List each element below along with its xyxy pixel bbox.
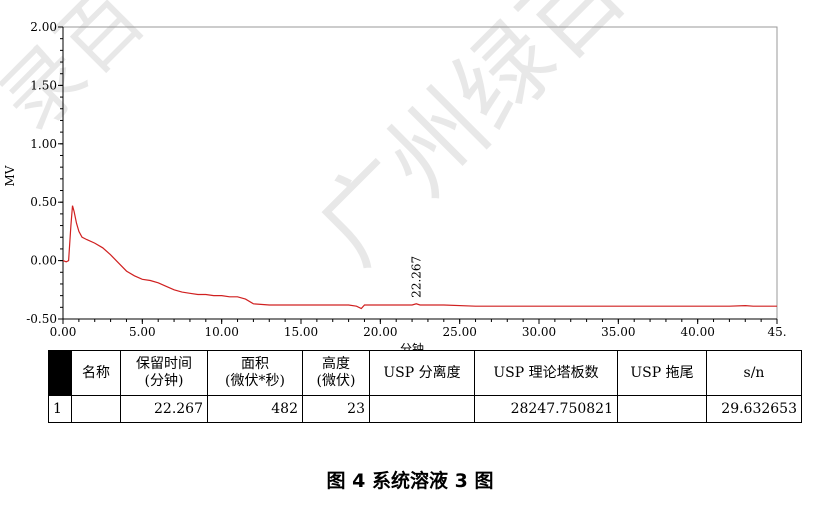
cell-height: 23 [302,395,370,423]
chromatogram-line [62,205,777,310]
col-header-sn: s/n [706,350,802,396]
x-tick-label: 25.00 [442,325,476,339]
y-tick-label: 2.00 [30,20,57,34]
y-axis: 2.00 1.50 1.00 0.50 0.00 -0.50 [26,20,64,326]
cell-sn: 29.632653 [706,395,802,423]
x-tick-label: 40.00 [680,325,714,339]
col-header-height: 高度 (微伏) [302,350,370,396]
x-tick-label: 20.00 [363,325,397,339]
peak-annotation: 22.267 [409,256,423,298]
col-header-area: 面积 (微伏*秒) [207,350,303,396]
col-header-name: 名称 [71,350,121,396]
row-marker-header [48,350,72,396]
cell-name [71,395,121,423]
cell-tailing [617,395,707,423]
cell-rt: 22.267 [120,395,208,423]
table-row: 1 22.267 482 23 28247.750821 29.632653 [48,395,802,423]
figure-caption: 图 4 系统溶液 3 图 [326,470,494,492]
x-tick-label: 35.00 [601,325,635,339]
x-tick-label: 45. [767,325,786,339]
series-layer [62,205,777,310]
x-tick-label: 30.00 [522,325,556,339]
col-header-resolution: USP 分离度 [369,350,475,396]
x-tick-label: 0.00 [50,325,77,339]
cell-area: 482 [207,395,303,423]
col-header-rt: 保留时间 (分钟) [120,350,208,396]
y-tick-label: -0.50 [26,312,57,326]
y-axis-label: MV [3,165,17,186]
row-index: 1 [48,395,72,423]
cell-plates: 28247.750821 [474,395,618,423]
x-tick-label: 5.00 [129,325,156,339]
col-header-tailing: USP 拖尾 [617,350,707,396]
y-tick-label: 1.00 [30,137,57,151]
chromatogram-chart: MV 2.001.501.000.500.00-0.50 0.00 5.00 10.… [3,20,787,339]
x-axis: 0.00 5.00 10.00 15.00 20.00 25.00 30.00 35.00 40… [50,318,787,339]
results-table: 名称 保留时间 (分钟) 面积 (微伏*秒) 高度 (微伏) USP 分离度 USP … [48,350,802,423]
col-header-plates: USP 理论塔板数 [474,350,618,396]
y-tick-label: 0.00 [30,254,57,268]
y-tick-label: 0.50 [30,195,57,209]
table-header-row: 名称 保留时间 (分钟) 面积 (微伏*秒) 高度 (微伏) USP 分离度 USP … [48,350,802,396]
x-axis-label: 分钟 [400,342,425,350]
cell-resolution [369,395,475,423]
y-tick-label: 1.50 [30,78,57,92]
x-tick-label: 10.00 [204,325,238,339]
x-tick-label: 15.00 [284,325,318,339]
